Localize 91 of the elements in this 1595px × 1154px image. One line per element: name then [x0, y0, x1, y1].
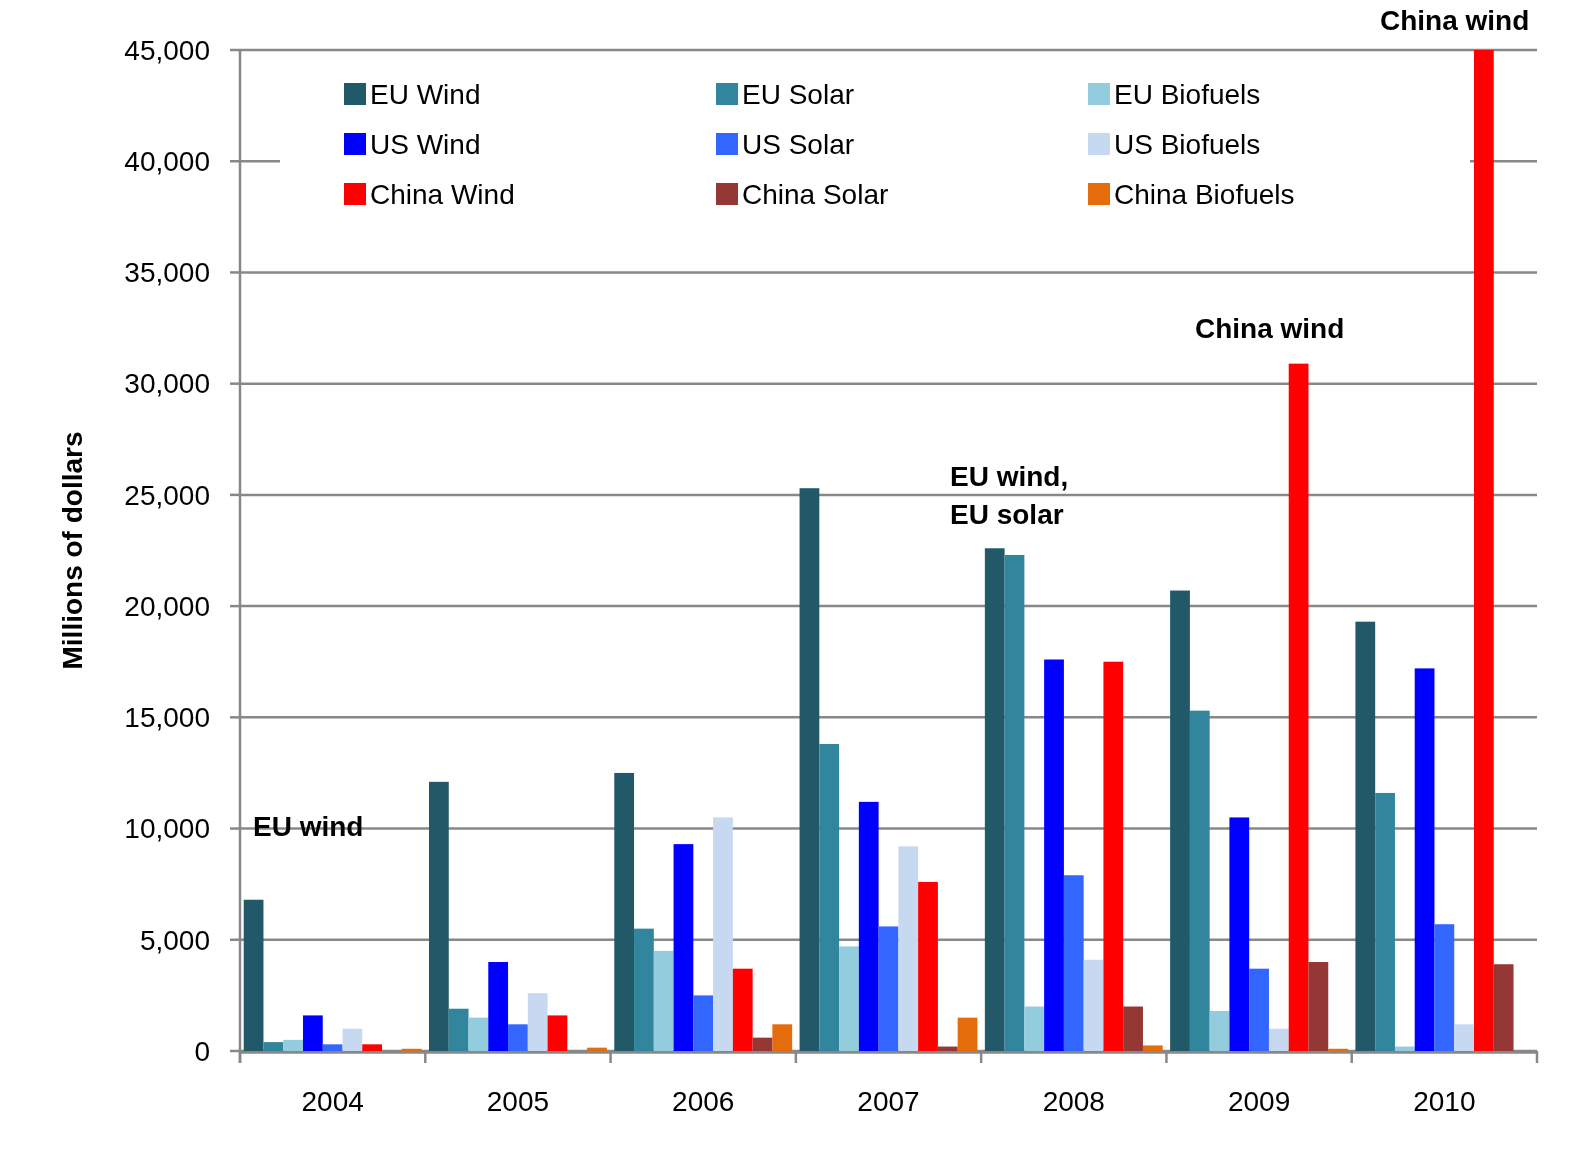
bar — [283, 1039, 303, 1051]
y-tick-label: 45,000 — [124, 34, 210, 66]
bar — [713, 817, 733, 1051]
y-tick-label: 0 — [194, 1035, 210, 1067]
bar — [614, 772, 635, 1051]
bar — [428, 781, 449, 1051]
bar — [653, 950, 674, 1051]
bar — [263, 1042, 284, 1051]
bar — [1103, 661, 1124, 1051]
bar — [1044, 659, 1064, 1051]
bar — [1454, 1024, 1474, 1051]
bar — [1209, 1010, 1230, 1051]
annotation: China wind — [1195, 313, 1345, 344]
bar — [898, 846, 919, 1051]
bar — [448, 1008, 469, 1051]
bar — [488, 962, 509, 1051]
bar — [1434, 924, 1455, 1051]
x-tick-label: 2007 — [857, 1086, 920, 1117]
y-tick-label: 35,000 — [124, 257, 210, 289]
bar — [1142, 1045, 1163, 1051]
bar — [858, 801, 879, 1051]
bar — [1249, 968, 1269, 1051]
bar — [303, 1015, 323, 1051]
bar — [1493, 964, 1514, 1051]
bar — [772, 1024, 793, 1051]
bar — [1004, 554, 1025, 1051]
bar — [342, 1028, 363, 1051]
legend-label: US Wind — [370, 129, 481, 160]
legend-label: US Biofuels — [1114, 129, 1261, 160]
y-tick-label: 20,000 — [124, 590, 210, 622]
bar — [732, 968, 753, 1051]
bar — [1414, 668, 1435, 1051]
annotation: EU wind, EU solar — [950, 461, 1069, 530]
bar — [322, 1044, 343, 1051]
bar — [243, 899, 264, 1051]
bar — [1394, 1046, 1415, 1051]
bar — [587, 1047, 607, 1051]
bar — [1375, 792, 1395, 1051]
bar — [527, 993, 548, 1051]
x-tick-label: 2009 — [1227, 1086, 1291, 1117]
text: China wind — [1380, 5, 1530, 36]
bar — [1355, 621, 1376, 1051]
bar — [1024, 1006, 1045, 1051]
bar — [693, 995, 714, 1051]
legend-label: EU Biofuels — [1114, 79, 1261, 110]
bar — [508, 1024, 528, 1051]
annotation: EU wind — [253, 811, 364, 842]
bar — [1308, 962, 1329, 1051]
bar — [1170, 590, 1190, 1051]
bar — [1123, 1006, 1143, 1051]
bar — [984, 548, 1005, 1051]
bar — [362, 1044, 383, 1051]
x-tick-label: 2005 — [486, 1086, 550, 1117]
bar — [819, 744, 840, 1051]
bar — [1189, 710, 1210, 1051]
bar — [1083, 959, 1104, 1051]
bar — [799, 488, 820, 1051]
y-tick-label: 10,000 — [124, 813, 210, 845]
bar — [878, 926, 899, 1051]
bar — [1229, 817, 1250, 1051]
legend-label: EU Wind — [370, 79, 481, 110]
bar — [1474, 50, 1494, 1051]
x-tick-label: 2008 — [1042, 1086, 1105, 1117]
bar — [957, 1017, 978, 1051]
legend-label: China Solar — [742, 179, 889, 210]
bar — [752, 1037, 773, 1051]
x-tick-label: 2004 — [301, 1086, 364, 1117]
bar — [468, 1017, 489, 1051]
bar — [401, 1048, 422, 1051]
bar — [918, 881, 938, 1051]
bar — [1268, 1028, 1289, 1051]
legend-label: EU Solar — [742, 79, 855, 110]
y-tick-label: 30,000 — [124, 368, 210, 400]
y-tick-label: 25,000 — [124, 479, 210, 511]
y-axis-title: Millions of dollars — [57, 431, 88, 670]
bar — [839, 946, 859, 1051]
bar — [547, 1015, 568, 1051]
legend-label: US Solar — [742, 129, 855, 160]
y-tick-label: 40,000 — [124, 146, 210, 178]
bar — [634, 928, 654, 1051]
bar — [1328, 1048, 1348, 1051]
y-tick-label: 15,000 — [124, 702, 210, 734]
bar — [1063, 875, 1084, 1051]
x-tick-label: 2010 — [1413, 1086, 1476, 1117]
bar — [1288, 363, 1309, 1051]
legend-label: China Wind — [370, 179, 515, 210]
bar — [673, 844, 694, 1051]
legend-label: China Biofuels — [1114, 179, 1295, 210]
x-tick-label: 2006 — [672, 1086, 735, 1117]
bar — [937, 1046, 958, 1051]
y-tick-label: 5,000 — [139, 924, 210, 956]
